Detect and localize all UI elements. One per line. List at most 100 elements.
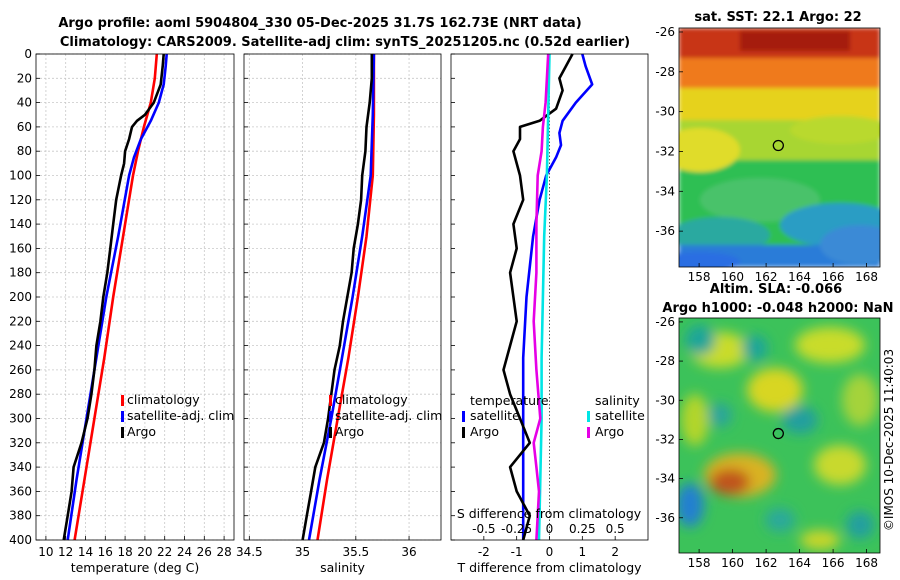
series-line-climatology [73,53,159,541]
legend-swatch [329,427,332,438]
legend-swatch [329,395,332,406]
legend-swatch [587,427,590,438]
secondary-tick-label: 0.5 [606,522,625,536]
sst-map-panel: sat. SST: 22.1 Argo: 22 158 160 162 164 166 1… [655,10,881,284]
secondary-axis-label: S difference from climatology [457,506,642,521]
series-line-t-satellite [521,53,594,540]
legend-label: satellite-adj. clim [127,408,234,423]
secondary-tick-label: 0.25 [569,522,596,536]
x-tick-label: 35 [295,545,310,559]
figure-title-line1: Argo profile: aoml 5904804_330 05-Dec-20… [58,16,581,31]
sla-map-panel: Altim. SLA: -0.066 Argo h1000: -0.048 h2… [655,282,893,570]
legend-label: Argo [127,424,156,439]
legend-swatch [462,411,465,422]
y-tick-label: 80 [17,144,32,158]
y-tick-label: 180 [9,266,32,280]
y-tick-label: 160 [9,241,32,255]
map-y-tick-label: -28 [655,354,675,368]
y-tick-label: 100 [9,169,32,183]
x-tick-label: 26 [197,545,212,559]
series-line-argo [62,53,165,541]
map-x-tick-label: 168 [855,270,878,284]
y-tick-label: 360 [9,484,32,498]
sla-map-title: Altim. SLA: -0.066 [710,282,842,297]
y-tick-label: 140 [9,217,32,231]
y-tick-label: 280 [9,387,32,401]
legend-label: climatology [335,392,408,407]
map-y-tick-label: -32 [655,432,675,446]
sla-field [679,318,880,553]
map-y-tick-label: -34 [655,472,675,486]
x-tick-label: 36 [401,545,416,559]
map-y-tick-label: -34 [655,184,675,198]
y-tick-label: 380 [9,509,32,523]
map-x-tick-label: 158 [688,556,711,570]
map-x-tick-label: 168 [855,556,878,570]
map-x-tick-label: 166 [822,556,845,570]
map-x-tick-label: 162 [755,270,778,284]
legend-label: Argo [335,424,364,439]
legend-label: satellite [470,408,520,423]
y-tick-label: 40 [17,96,32,110]
y-tick-label: 20 [17,71,32,85]
sst-field [679,28,880,267]
y-tick-label: 340 [9,460,32,474]
legend-label: satellite [595,408,645,423]
x-axis-label: salinity [320,560,365,575]
y-tick-label: 240 [9,339,32,353]
series-line-t-argo [502,53,574,541]
x-tick-label: 18 [117,545,132,559]
map-x-tick-label: 160 [721,270,744,284]
x-tick-label: 2 [611,545,619,559]
sla-map-axes: 158 160 162 164 166 168 -26 -28 -30 -32 -34 -36 [655,315,878,570]
series-line-climatology [316,54,376,541]
x-tick-label: 14 [78,545,93,559]
legend-label: satellite-adj. clim [335,408,442,423]
imos-credit: ©IMOS 10-Dec-2025 11:40:03 [882,349,896,531]
series-line-satellite-adj-clim [307,53,376,541]
map-x-tick-label: 164 [788,270,811,284]
x-tick-label: 28 [216,545,231,559]
legend-label: climatology [127,392,200,407]
map-y-tick-label: -26 [655,25,675,39]
x-tick-label: 22 [157,545,172,559]
x-tick-label: 20 [137,545,152,559]
legend-label: Argo [595,424,624,439]
salinity-panel: 34.5 35 35.5 36 salinity climatologysatellite… [236,53,442,575]
map-y-tick-label: -30 [655,393,675,407]
x-axis-label: temperature (deg C) [71,560,200,575]
map-x-tick-label: 160 [721,556,744,570]
map-y-tick-label: -26 [655,315,675,329]
legend-swatch [329,411,332,422]
temperature-panel: 10 12 14 16 18 20 22 24 26 28 temperature (deg C) 0… [9,47,235,575]
legend-swatch [121,395,124,406]
legend-label: Argo [470,424,499,439]
legend-swatch [587,411,590,422]
map-x-tick-label: 166 [822,270,845,284]
sla-map-subtitle: Argo h1000: -0.048 h2000: NaN [662,301,893,316]
y-tick-label: 400 [9,533,32,547]
x-tick-label: 0 [546,545,554,559]
x-tick-label: 1 [579,545,587,559]
x-tick-label: 16 [98,545,113,559]
legend-swatch [462,427,465,438]
y-tick-label: 0 [24,47,32,61]
y-tick-label: 320 [9,436,32,450]
map-y-tick-label: -36 [655,224,675,238]
map-x-tick-label: 162 [755,556,778,570]
y-tick-label: 260 [9,363,32,377]
y-tick-label: 300 [9,412,32,426]
y-tick-label: 200 [9,290,32,304]
secondary-tick-label: -0.25 [501,522,532,536]
y-tick-label: 60 [17,120,32,134]
map-y-tick-label: -36 [655,511,675,525]
secondary-tick-label: 0 [546,522,554,536]
sst-map-title: sat. SST: 22.1 Argo: 22 [694,10,861,25]
sst-argo-location-marker [772,139,784,152]
x-tick-label: 34.5 [236,545,263,559]
sst-map-axes: 158 160 162 164 166 168 -26 -28 -30 -32 -34 -36 [655,25,878,284]
x-tick-label: -1 [511,545,523,559]
x-tick-label: 35.5 [342,545,369,559]
secondary-tick-label: -0.5 [472,522,495,536]
